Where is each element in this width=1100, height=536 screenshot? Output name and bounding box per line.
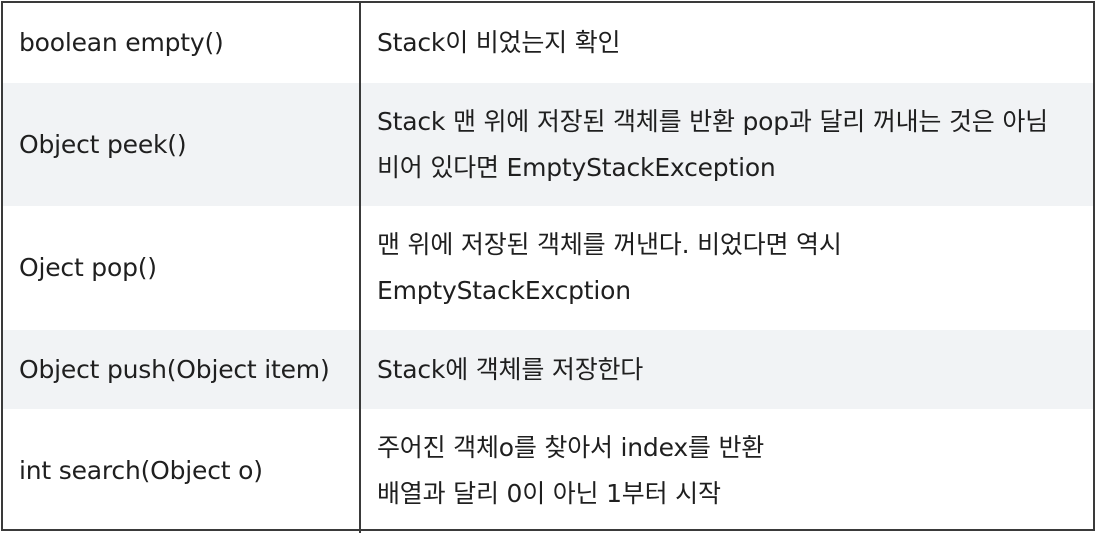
table-row-pop: Oject pop() 맨 위에 저장된 객체를 꺼낸다. 비었다면 역시 Em… [3,206,1093,330]
description-line: 맨 위에 저장된 객체를 꺼낸다. 비었다면 역시 [377,230,842,259]
description-line: EmptyStackExcption [377,276,631,305]
methods-table: boolean empty() Stack이 비었는지 확인 Object pe… [3,3,1093,533]
table-row-empty: boolean empty() Stack이 비었는지 확인 [3,3,1093,83]
description-line: Stack 맨 위에 저장된 객체를 반환 pop과 달리 꺼내는 것은 아님 [377,106,1048,136]
method-cell: Oject pop() [3,206,361,330]
method-cell: Object push(Object item) [3,330,361,409]
description-cell: Stack에 객체를 저장한다 [360,330,1093,409]
method-cell: boolean empty() [3,3,361,83]
description-line: Stack에 객체를 저장한다 [377,354,644,384]
table-row-push: Object push(Object item) Stack에 객체를 저장한다 [3,330,1093,409]
description-line: 주어진 객체o를 찾아서 index를 반환 [377,433,765,462]
method-cell: Object peek() [3,83,361,206]
description-cell: 주어진 객체o를 찾아서 index를 반환 배열과 달리 0이 아닌 1부터 … [360,409,1093,533]
method-cell: int search(Object o) [3,409,361,533]
description-cell: Stack 맨 위에 저장된 객체를 반환 pop과 달리 꺼내는 것은 아님 … [360,83,1093,206]
description-cell: Stack이 비었는지 확인 [360,3,1093,83]
description-cell: 맨 위에 저장된 객체를 꺼낸다. 비었다면 역시 EmptyStackExcp… [360,206,1093,330]
description-line: 배열과 달리 0이 아닌 1부터 시작 [377,479,721,508]
description-line: Stack이 비었는지 확인 [377,28,621,57]
description-line: 비어 있다면 EmptyStackException [377,152,776,182]
table-row-peek: Object peek() Stack 맨 위에 저장된 객체를 반환 pop과… [3,83,1093,206]
table-row-search: int search(Object o) 주어진 객체o를 찾아서 index를… [3,409,1093,533]
